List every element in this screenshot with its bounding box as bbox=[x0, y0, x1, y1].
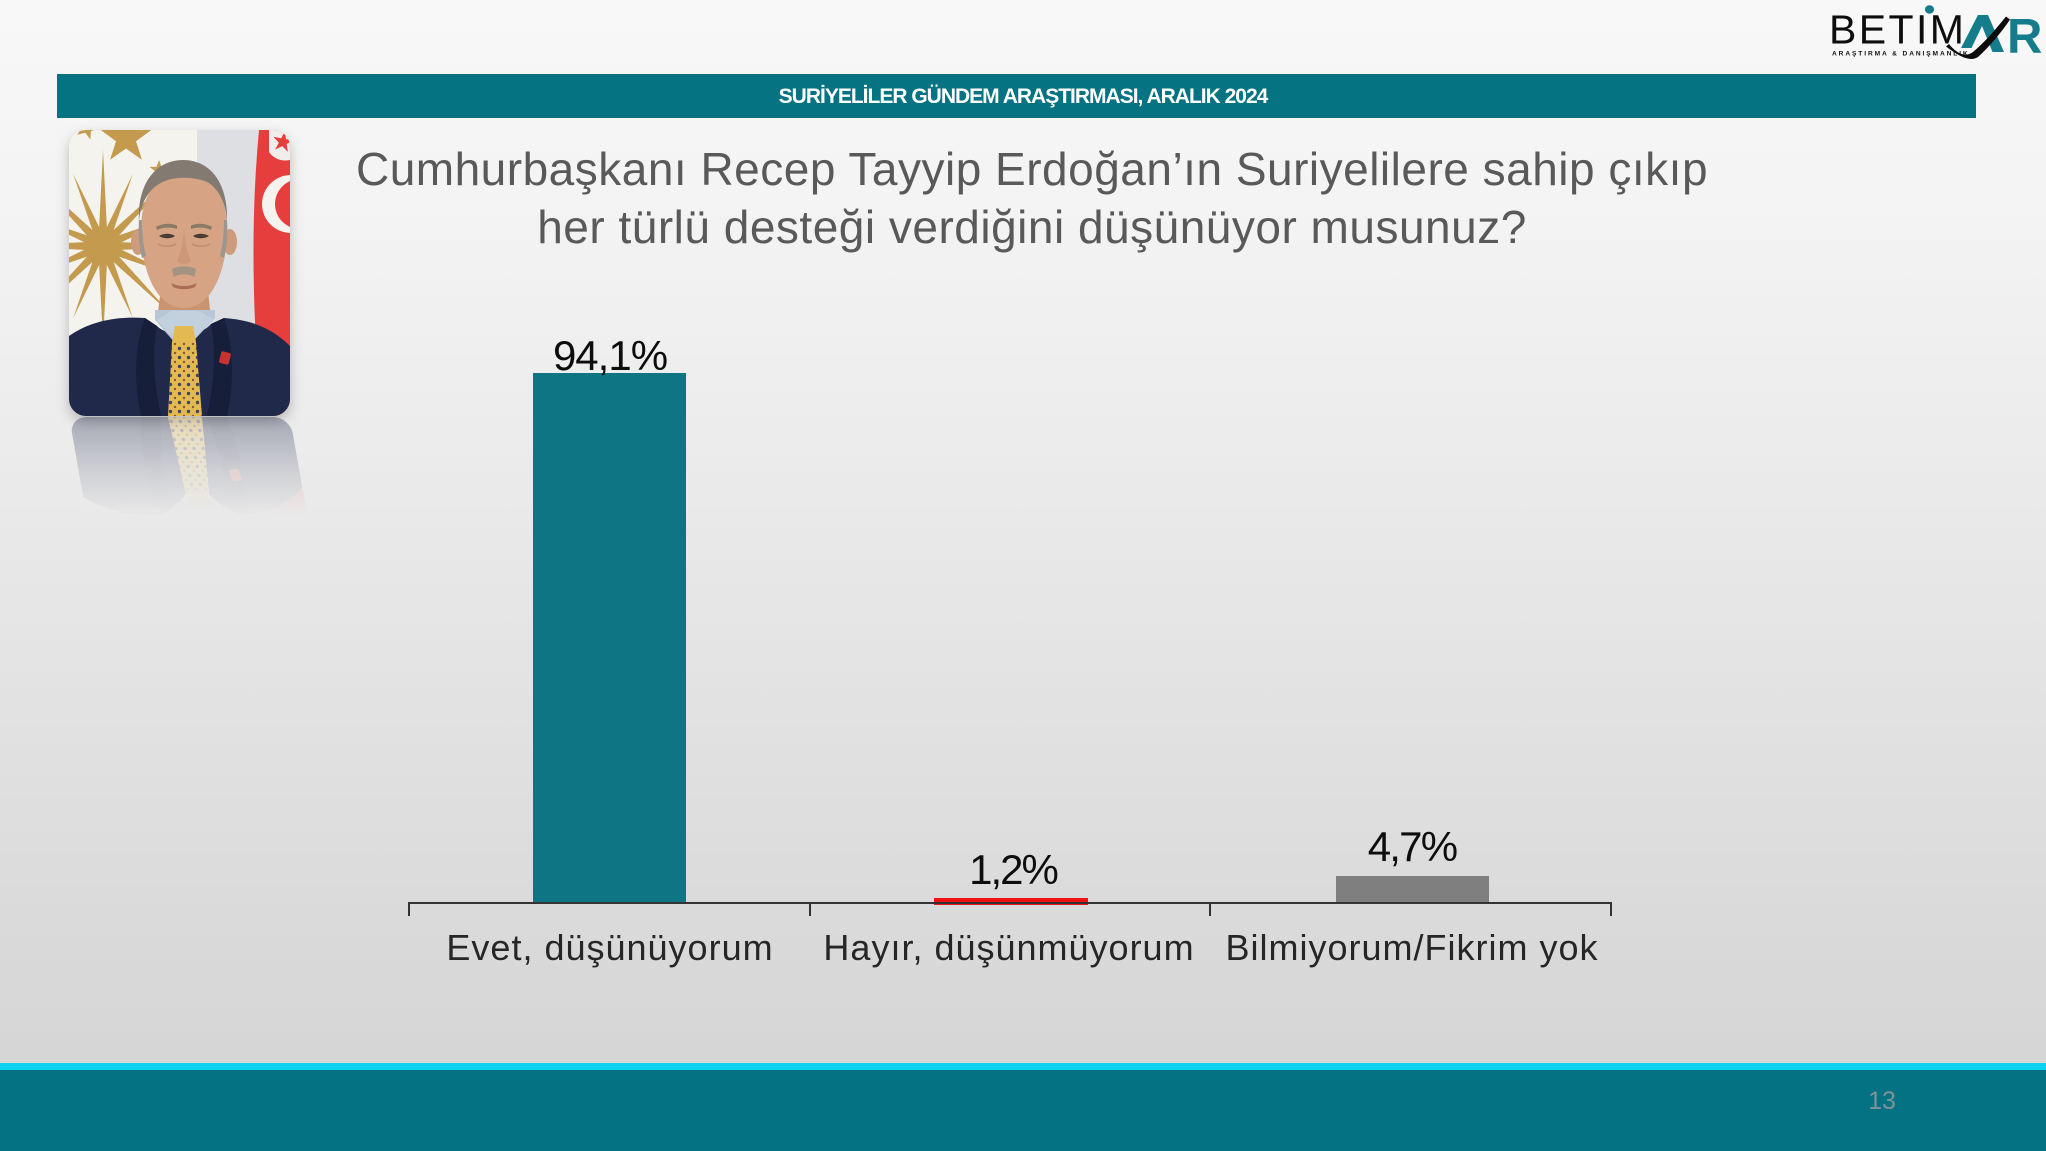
svg-text:R: R bbox=[2007, 10, 2042, 60]
svg-text:ARAŞTIRMA & DANIŞMANLIK: ARAŞTIRMA & DANIŞMANLIK bbox=[1832, 51, 1970, 58]
svg-text:BETIM: BETIM bbox=[1829, 7, 1966, 53]
